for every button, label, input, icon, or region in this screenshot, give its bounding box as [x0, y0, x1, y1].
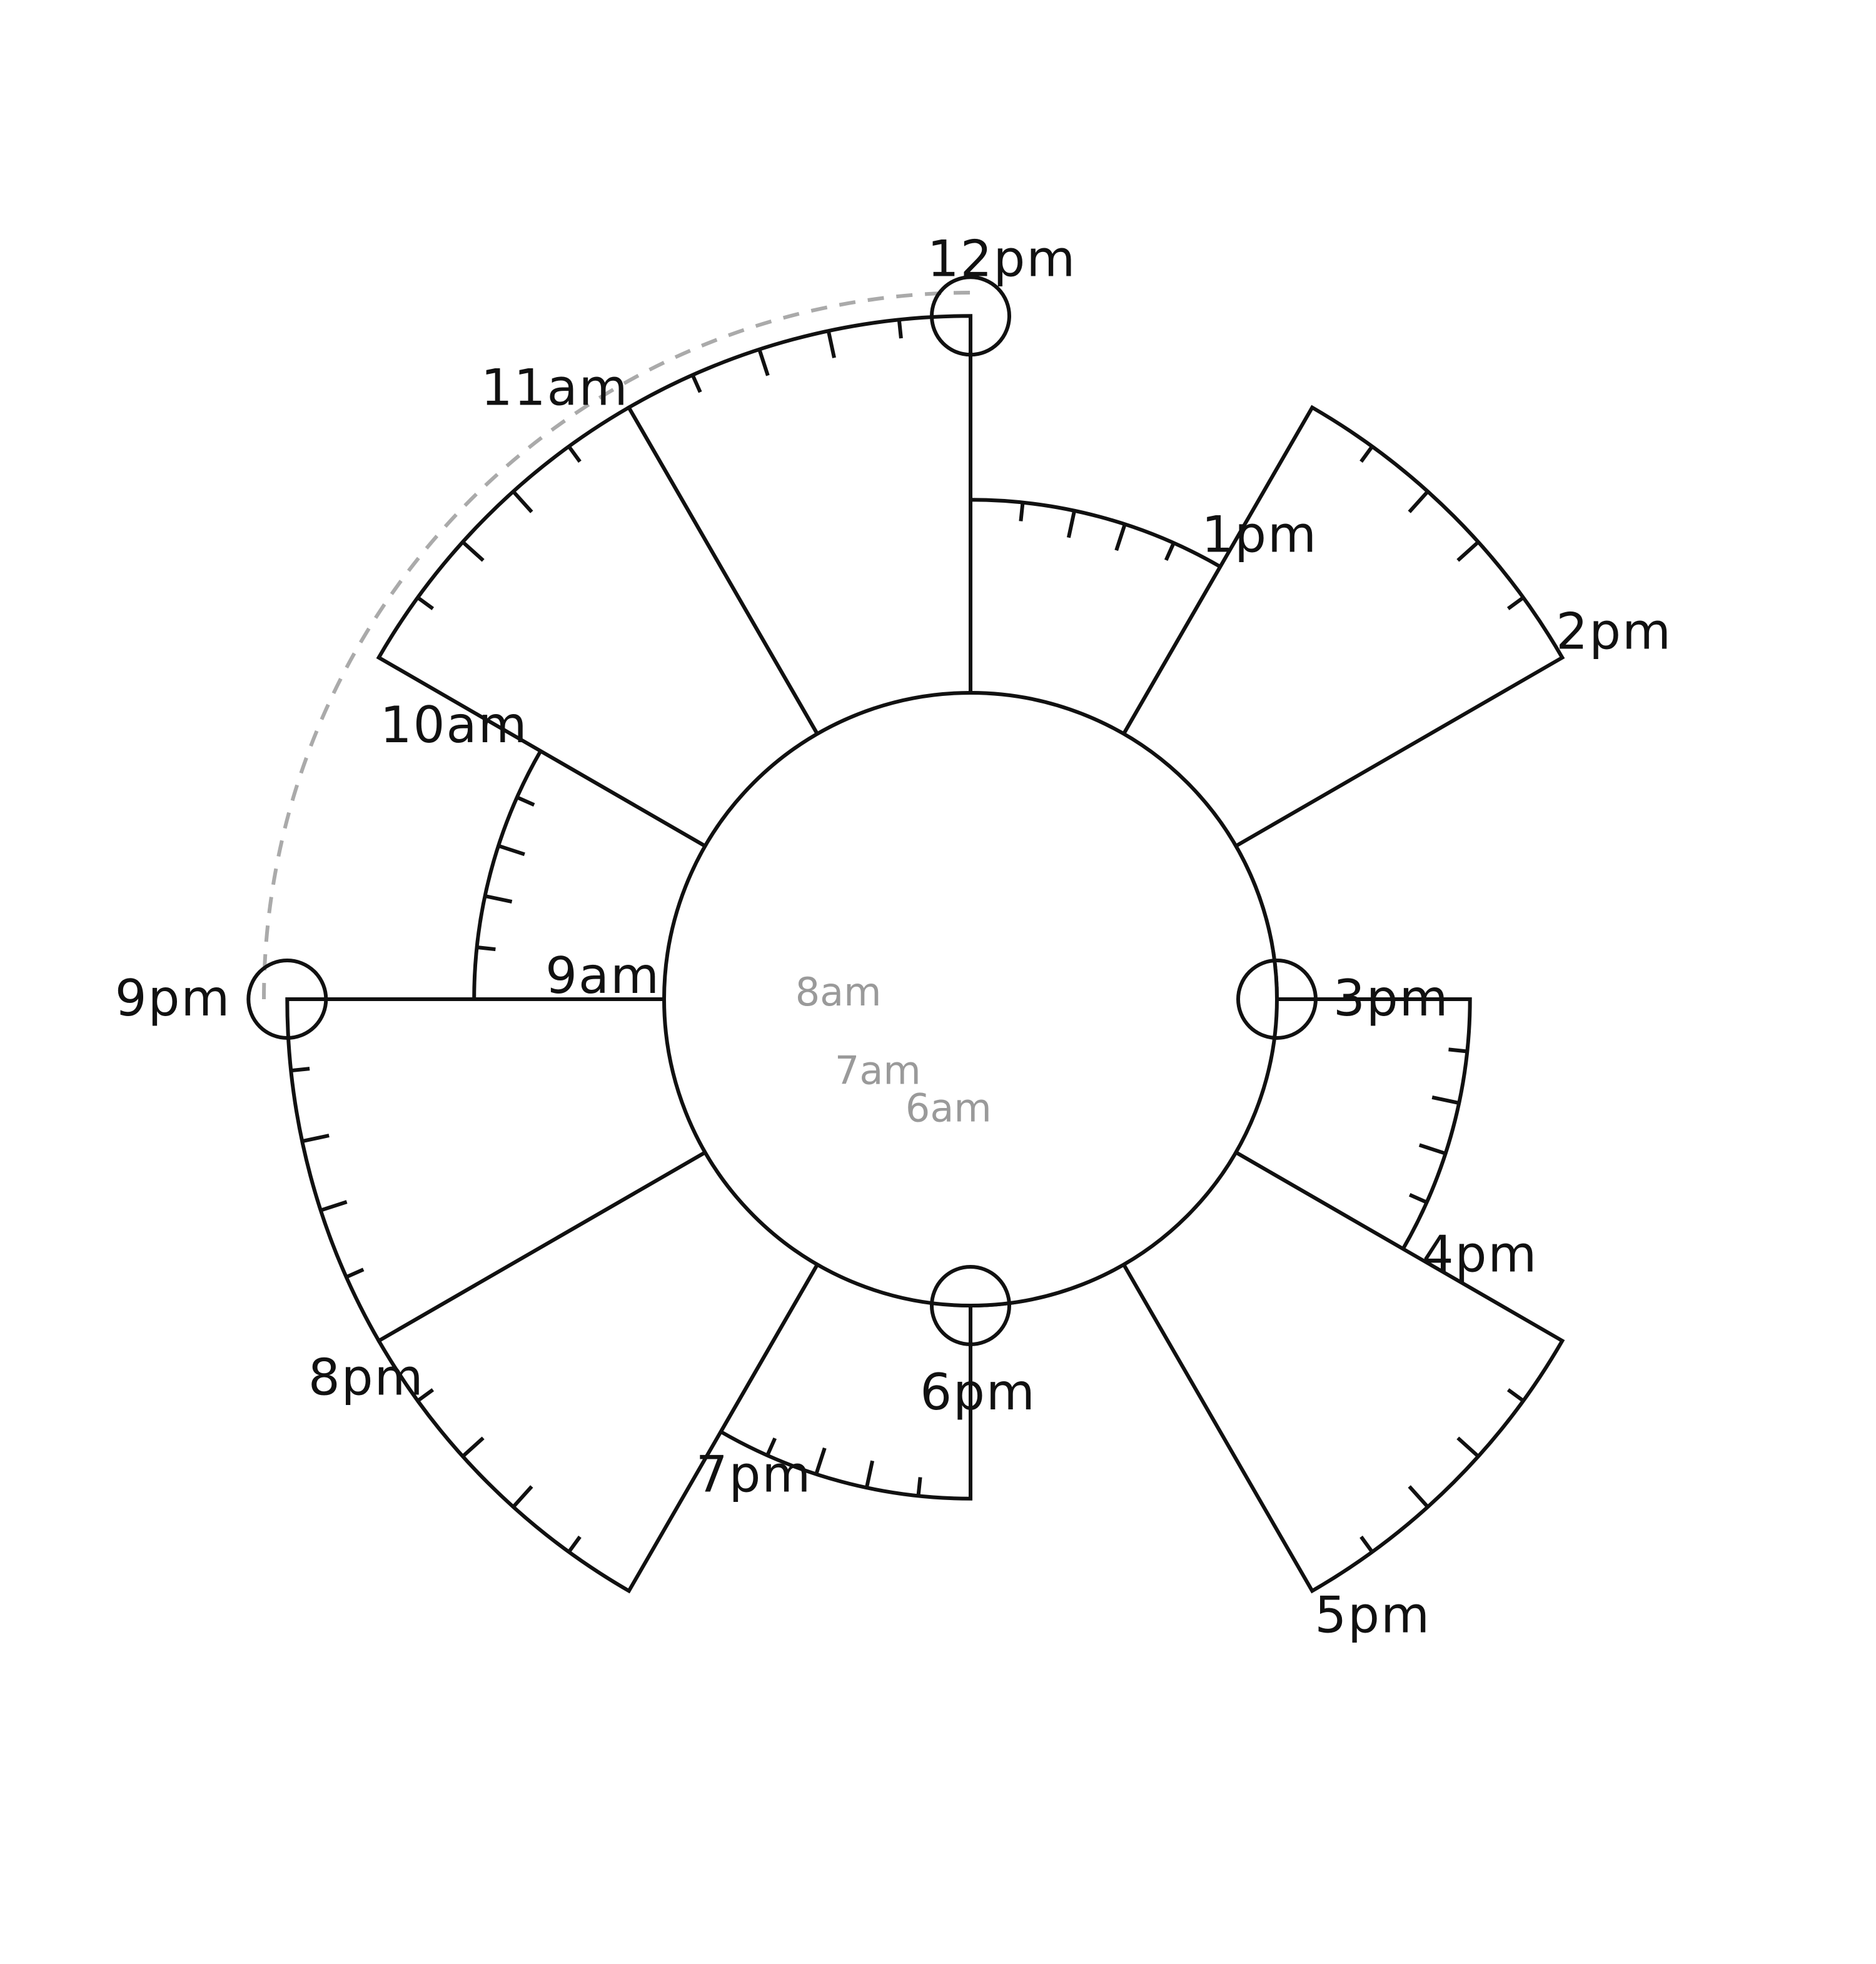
- tick-mark: [498, 844, 525, 857]
- hour-sector-8pm: [376, 1149, 820, 1594]
- tick-mark: [461, 1436, 485, 1458]
- hour-sector-2pm: [1121, 405, 1565, 849]
- tick-mark: [516, 795, 535, 807]
- tick-mark: [1456, 1436, 1480, 1458]
- tick-mark: [345, 1267, 365, 1279]
- tick-mark: [1408, 1192, 1428, 1204]
- tick-mark: [1506, 596, 1525, 610]
- hour-label-3pm: 3pm: [1333, 969, 1450, 1027]
- hour-label-7pm: 7pm: [696, 1446, 812, 1504]
- hour-sector-ticks: [290, 1067, 365, 1279]
- tick-mark: [1408, 490, 1430, 513]
- hour-sector-ticks: [1359, 1388, 1525, 1553]
- hour-sector-11am: [376, 405, 820, 849]
- tick-mark: [814, 1447, 827, 1475]
- tick-mark: [416, 596, 435, 610]
- center-circle: [662, 691, 1279, 1307]
- hour-sector-ticks: [416, 445, 582, 610]
- tick-mark: [1448, 1047, 1468, 1054]
- hour-markers: [246, 275, 1318, 1346]
- hour-label-9am: 9am: [545, 947, 660, 1005]
- hour-sector-7pm: [718, 1262, 972, 1501]
- tick-mark: [1431, 1095, 1460, 1105]
- hour-sector-ticks: [416, 1388, 582, 1553]
- tick-mark: [1164, 542, 1176, 562]
- tick-mark: [290, 1067, 310, 1073]
- tick-mark: [461, 540, 485, 562]
- hour-label-7am: 7am: [835, 1048, 921, 1094]
- hour-sector-ticks: [765, 1437, 922, 1496]
- tick-mark: [690, 374, 702, 393]
- hour-sector-4pm: [1233, 997, 1472, 1252]
- tick-mark: [1408, 1485, 1430, 1509]
- tick-mark: [765, 1437, 777, 1456]
- tick-mark: [320, 1200, 348, 1212]
- tick-mark: [512, 1485, 533, 1509]
- tick-mark: [1066, 510, 1077, 538]
- hour-sector-ticks: [1408, 1047, 1468, 1204]
- hour-sector-outline: [1233, 997, 1472, 1252]
- hour-label-10am: 10am: [380, 696, 528, 754]
- tick-mark: [301, 1134, 330, 1144]
- hour-sector-ticks: [1359, 445, 1525, 610]
- hour-sector-outline: [376, 1149, 820, 1594]
- hour-label-12pm: 12pm: [927, 229, 1077, 288]
- dashed-connector-arc: [262, 291, 971, 1000]
- tick-mark: [1359, 1535, 1374, 1553]
- tick-mark: [512, 490, 533, 513]
- hour-sector-ticks: [690, 319, 903, 393]
- hour-sector-ticks: [477, 795, 535, 952]
- hour-sector-outline: [376, 405, 820, 849]
- tick-mark: [416, 1388, 435, 1402]
- tick-mark: [757, 348, 770, 376]
- tick-mark: [897, 319, 903, 339]
- hour-marker-circle: [930, 1265, 1011, 1346]
- hour-sector-outline: [969, 498, 1223, 737]
- hour-label-8am: 8am: [795, 969, 882, 1015]
- hour-sector-5pm: [1121, 1149, 1565, 1594]
- hour-label-9pm: 9pm: [115, 969, 231, 1027]
- tick-mark: [916, 1477, 922, 1496]
- hour-label-2pm: 2pm: [1556, 603, 1672, 661]
- hour-label-4pm: 4pm: [1422, 1225, 1538, 1283]
- tick-mark: [484, 894, 513, 904]
- tick-mark: [1114, 523, 1127, 551]
- hour-label-6pm: 6pm: [920, 1363, 1036, 1421]
- hour-label-6am: 6am: [905, 1085, 992, 1131]
- hour-label-5pm: 5pm: [1314, 1586, 1431, 1644]
- tick-mark: [864, 1460, 875, 1488]
- hour-sector-outline: [472, 748, 708, 1001]
- tick-mark: [826, 330, 836, 358]
- hour-sector-outline: [718, 1262, 972, 1501]
- hour-marker-circle: [1236, 959, 1318, 1040]
- tick-mark: [1359, 445, 1374, 463]
- tick-mark: [567, 445, 582, 463]
- hour-label-11am: 11am: [481, 359, 629, 417]
- tick-mark: [1019, 502, 1025, 521]
- hour-sector-outline: [1121, 1149, 1565, 1594]
- hour-label-1pm: 1pm: [1201, 505, 1318, 563]
- hour-sector-outline: [1121, 405, 1565, 849]
- tick-mark: [1456, 540, 1480, 562]
- hour-marker-circle: [246, 959, 328, 1040]
- tick-mark: [477, 945, 496, 952]
- tick-mark: [567, 1535, 582, 1553]
- tick-mark: [1418, 1143, 1446, 1156]
- hour-sector-ticks: [1019, 502, 1176, 562]
- hour-sector-1pm: [969, 498, 1223, 737]
- hour-label-8pm: 8pm: [308, 1348, 425, 1406]
- tick-mark: [1506, 1388, 1525, 1402]
- hour-marker-circle: [930, 275, 1011, 357]
- hour-sector-10am: [472, 748, 708, 1001]
